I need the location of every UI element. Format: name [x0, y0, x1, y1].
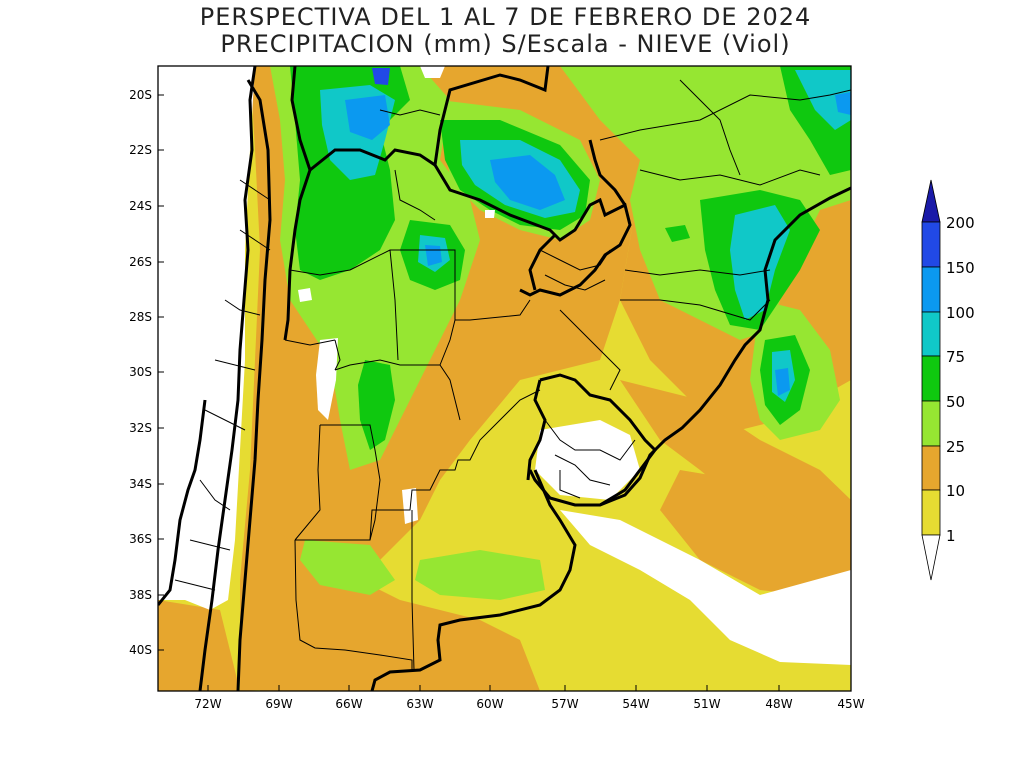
legend-label: 25	[946, 438, 965, 456]
lon-label: 54W	[622, 697, 649, 711]
precip-legend	[921, 179, 941, 581]
lat-label: 26S	[129, 255, 152, 269]
precip-150-200-area	[372, 68, 390, 85]
lon-label: 63W	[406, 697, 433, 711]
map-title-line2: PRECIPITACION (mm) S/Escala - NIEVE (Vio…	[220, 30, 791, 58]
legend-25-50	[921, 400, 941, 447]
lon-label: 66W	[335, 697, 362, 711]
lon-label: 72W	[194, 697, 221, 711]
lon-label: 45W	[837, 697, 864, 711]
map-frame	[157, 65, 852, 692]
precip-100-150-area	[345, 92, 851, 396]
legend-labels: 200 150 100 75 50 25 10 1	[946, 214, 975, 545]
legend-10-25	[921, 445, 941, 491]
lon-label: 60W	[476, 697, 503, 711]
lon-label: 51W	[693, 697, 720, 711]
lat-label: 36S	[129, 532, 152, 546]
legend-label: 10	[946, 482, 965, 500]
lat-label: 30S	[129, 365, 152, 379]
legend-label: 75	[946, 348, 965, 366]
lat-label: 24S	[129, 199, 152, 213]
lat-label: 34S	[129, 477, 152, 491]
legend-label: 150	[946, 259, 975, 277]
legend-under-1	[921, 534, 941, 581]
lat-label: 22S	[129, 143, 152, 157]
lat-label: 32S	[129, 421, 152, 435]
legend-over-200	[921, 179, 941, 223]
lat-label: 38S	[129, 588, 152, 602]
map-title-line1: PERSPECTIVA DEL 1 AL 7 DE FEBRERO DE 202…	[199, 3, 812, 31]
legend-label: 50	[946, 393, 965, 411]
legend-label: 1	[946, 527, 956, 545]
legend-1-10	[921, 489, 941, 536]
lat-label: 40S	[129, 643, 152, 657]
province-borders	[174, 79, 851, 671]
lon-label: 57W	[551, 697, 578, 711]
lon-ticks	[207, 685, 852, 691]
lon-label: 48W	[765, 697, 792, 711]
country-borders	[158, 66, 851, 691]
lon-label: 69W	[265, 697, 292, 711]
lon-labels: 72W 69W 66W 63W 60W 57W 54W 51W 48W 45W	[194, 697, 864, 711]
precip-lt1-area	[158, 66, 851, 665]
lat-ticks	[158, 94, 164, 651]
lat-label: 20S	[129, 88, 152, 102]
legend-50-75	[921, 355, 941, 402]
legend-150-200	[921, 221, 941, 268]
legend-label: 100	[946, 304, 975, 322]
legend-100-150	[921, 266, 941, 313]
lat-label: 28S	[129, 310, 152, 324]
precipitation-field	[158, 66, 851, 691]
legend-75-100	[921, 311, 941, 357]
lat-labels: 20S 22S 24S 26S 28S 30S 32S 34S 36S 38S …	[129, 88, 152, 657]
legend-label: 200	[946, 214, 975, 232]
